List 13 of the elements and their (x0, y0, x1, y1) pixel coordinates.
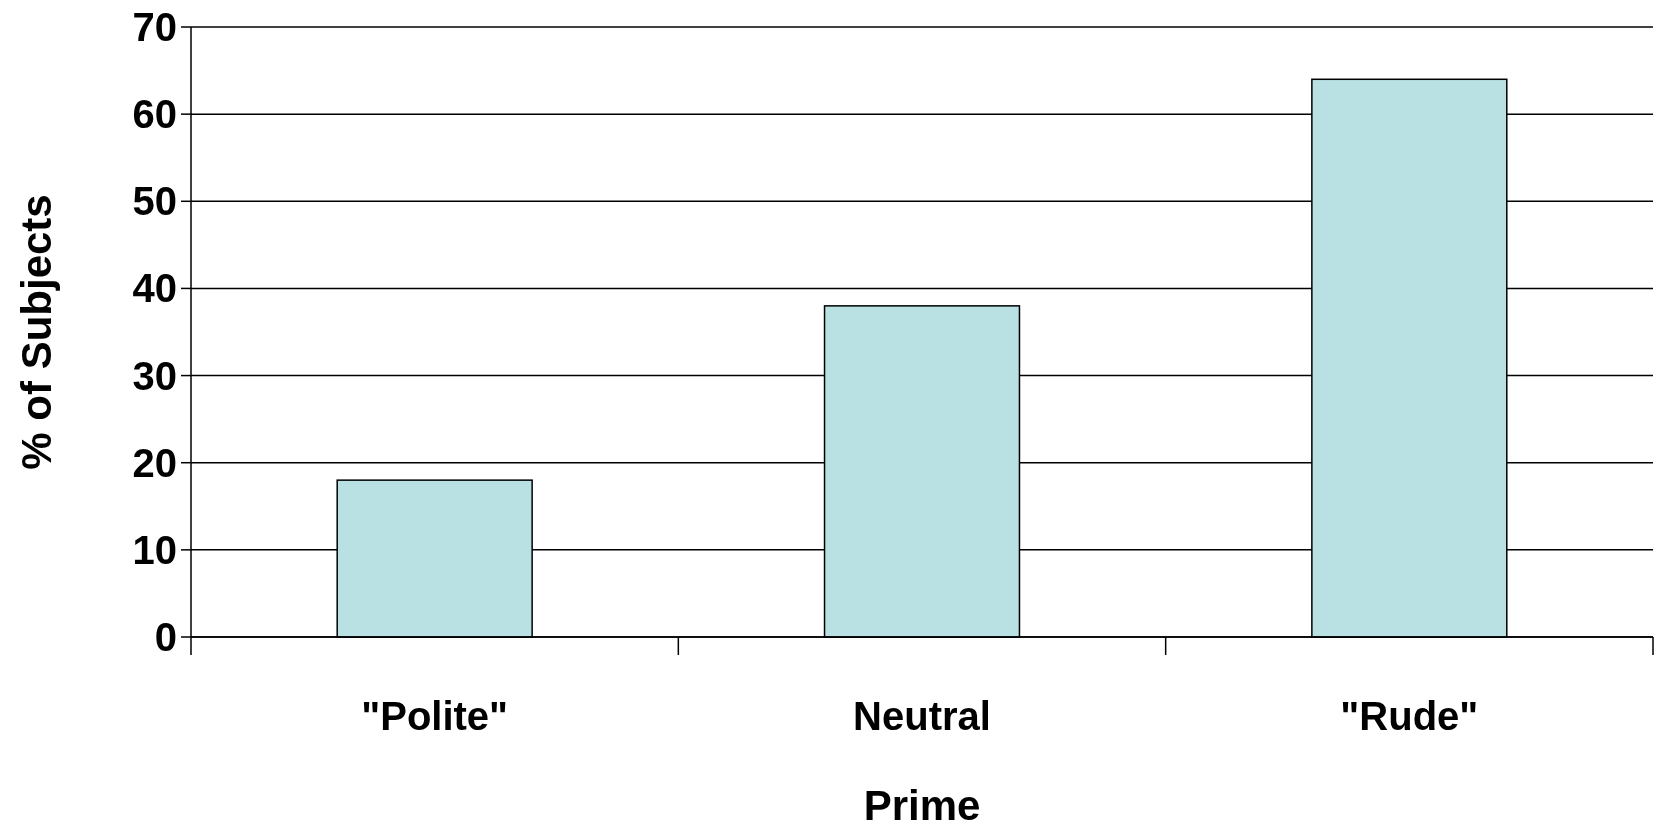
y-tick-label: 10 (132, 527, 177, 572)
y-tick-label: 50 (132, 179, 177, 224)
x-tick-label: "Polite" (361, 694, 509, 738)
y-tick-label: 0 (154, 615, 177, 659)
y-tick-label: 40 (132, 266, 177, 311)
x-tick-label: Neutral (853, 694, 991, 738)
y-tick-label: 60 (132, 92, 177, 137)
y-tick-label: 20 (132, 440, 177, 485)
y-tick-label: 70 (132, 5, 177, 49)
y-axis-title: % of Subjects (13, 194, 60, 470)
x-tick-label: "Rude" (1340, 694, 1479, 738)
y-tick-label: 30 (132, 353, 177, 398)
x-axis-title: Prime (863, 782, 981, 829)
